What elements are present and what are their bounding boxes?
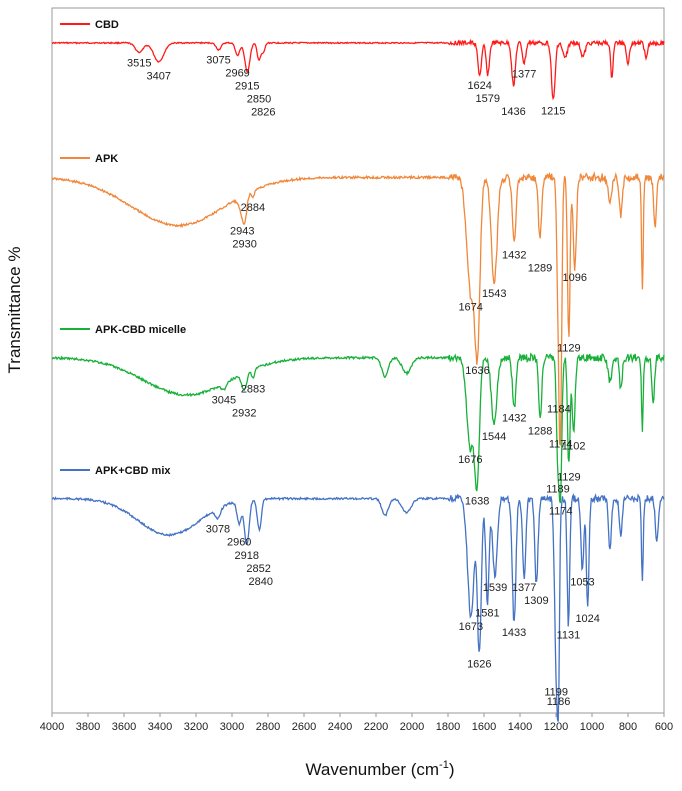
peak-label: 1626 [467,659,491,671]
peak-label: 2960 [227,537,251,549]
peak-label: 3075 [206,55,230,67]
peak-label: 2826 [251,107,275,119]
x-tick-label: 3600 [112,721,136,733]
peak-label: 2918 [235,550,259,562]
peak-label: 1215 [541,106,565,118]
peak-label: 1129 [557,471,581,483]
peak-label: 1638 [465,495,489,507]
peak-label: 1102 [562,440,586,452]
series-line-apk [51,171,665,446]
peak-label: 2969 [225,68,249,80]
peak-label: 1636 [465,365,489,377]
peak-label: 1544 [482,431,506,443]
peak-label: 1096 [562,272,586,284]
peak-label: 1543 [482,288,506,300]
legend-label: APK [95,153,118,165]
peak-label: 1186 [547,696,571,708]
peak-label: 1189 [546,484,570,496]
peak-label: 1174 [549,505,573,517]
legend-label: APK+CBD mix [95,465,171,477]
peak-label: 3515 [127,57,151,69]
peak-label: 2915 [235,81,259,93]
peak-label: 2840 [249,576,273,588]
legend-label: CBD [95,19,119,31]
peak-label: 1377 [512,582,536,594]
peak-label: 1024 [575,613,599,625]
peak-label: 1199 [544,686,568,698]
peak-label: 1674 [458,302,482,314]
peak-label: 1432 [502,250,526,262]
x-tick-label: 3000 [220,721,244,733]
x-tick-label: 3400 [148,721,172,733]
peak-label: 2930 [232,238,256,250]
peak-label: 1579 [476,93,500,105]
x-tick-label: 4000 [40,721,64,733]
peak-label: 1129 [557,343,581,355]
x-tick-label: 800 [619,721,637,733]
peak-label: 3407 [146,70,170,82]
x-tick-label: 3200 [184,721,208,733]
peak-label: 3078 [206,524,230,536]
peak-label: 2883 [241,384,265,396]
peak-label: 2850 [247,94,271,106]
x-tick-label: 2400 [328,721,352,733]
x-tick-label: 1000 [580,721,604,733]
peak-label: 1288 [528,425,552,437]
peak-label: 1433 [502,627,526,639]
x-axis-ticks: 4000 3800 3600 3400 3200 3000 2800 2600 2400 2200… [40,713,673,733]
peak-label: 1131 [557,630,581,642]
peak-label: 1184 [547,404,571,416]
peak-label: 1436 [501,106,525,118]
x-tick-label: 1200 [544,721,568,733]
peak-label: 1309 [524,595,548,607]
series-line-cbd [52,38,665,101]
x-tick-label: 2600 [292,721,316,733]
peak-label: 1053 [570,576,594,588]
peak-label: 1539 [483,582,507,594]
x-tick-label: 3800 [76,721,100,733]
legend-label: APK-CBD micelle [95,324,186,336]
series-line-apk-cbd-mix [51,493,665,722]
x-tick-label: 1800 [436,721,460,733]
x-tick-label: 1400 [508,721,532,733]
x-tick-label: 1600 [472,721,496,733]
plot-frame [51,7,665,714]
peak-label: 2932 [232,408,256,420]
peak-label: 1432 [502,412,526,424]
legend-layer: CBD APK APK-CBD micelle APK+CBD mix [60,19,186,477]
peak-label: 1624 [467,80,491,92]
peak-label: 1377 [512,68,536,80]
peak-label: 1581 [475,608,499,620]
x-tick-label: 2800 [256,721,280,733]
x-tick-label: 2200 [364,721,388,733]
peak-label: 1289 [528,263,552,275]
series-line-apk-cbd-micelle [51,352,665,504]
peak-label: 3045 [212,395,236,407]
peak-label: 1676 [458,454,482,466]
x-axis-title: Wavenumber (cm-1) [306,759,455,779]
series-layer [51,38,665,722]
peak-label: 1174 [549,438,573,450]
peak-label: 1673 [459,621,483,633]
peak-label: 2852 [246,563,270,575]
peak-label: 2943 [230,225,254,237]
x-tick-label: 600 [655,721,673,733]
y-axis-title: Transmittance % [5,247,24,374]
x-tick-label: 2000 [400,721,424,733]
peak-label: 2884 [241,202,265,214]
